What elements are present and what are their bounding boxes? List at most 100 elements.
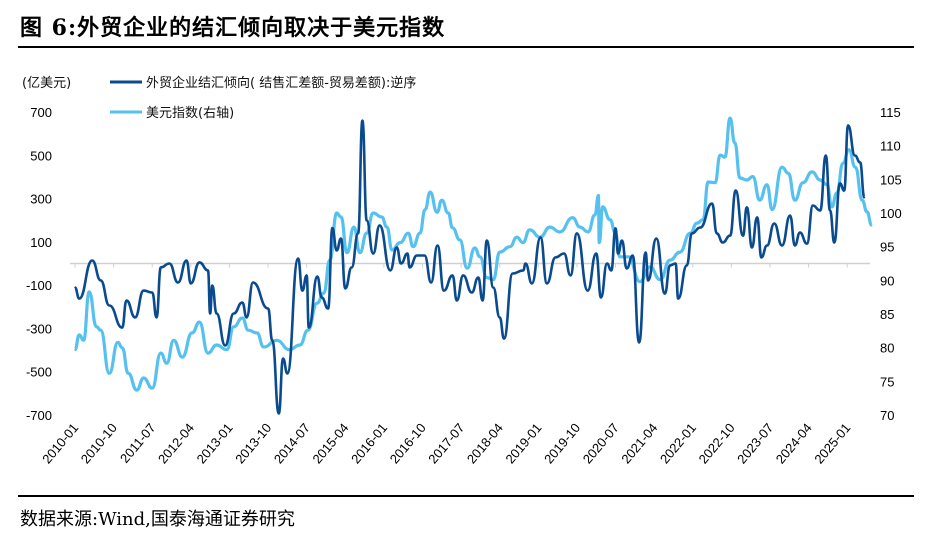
data-point-fx-settlement xyxy=(245,316,248,319)
data-point-fx-settlement xyxy=(91,259,93,262)
data-point-fx-settlement xyxy=(423,254,426,257)
data-point-dollar-index xyxy=(429,191,432,193)
legend-label-dark: 外贸企业结汇倾向( 结售汇差额-贸易差额):逆序 xyxy=(146,75,416,91)
data-point-dollar-index xyxy=(771,208,773,211)
data-point-dollar-index xyxy=(714,181,716,184)
data-point-dollar-index xyxy=(848,148,850,151)
x-tick-label: 2013-10 xyxy=(232,420,274,466)
data-point-fx-settlement xyxy=(669,264,671,267)
data-point-fx-settlement xyxy=(766,244,768,247)
data-point-dollar-index xyxy=(549,226,551,228)
data-point-fx-settlement xyxy=(734,189,737,192)
x-tick-label: 2022-01 xyxy=(657,420,699,466)
data-point-fx-settlement xyxy=(316,275,319,278)
x-tick-label: 2022-10 xyxy=(696,420,738,466)
data-point-fx-settlement xyxy=(746,206,748,209)
data-point-fx-settlement xyxy=(252,281,254,284)
data-point-fx-settlement xyxy=(344,287,347,290)
data-point-dollar-index xyxy=(758,199,761,201)
data-point-dollar-index xyxy=(181,356,184,358)
data-point-fx-settlement xyxy=(722,241,724,244)
data-point-fx-settlement xyxy=(699,226,701,229)
data-point-dollar-index xyxy=(226,348,228,351)
data-point-dollar-index xyxy=(232,326,235,328)
data-point-fx-settlement xyxy=(320,296,323,299)
data-point-fx-settlement xyxy=(185,259,188,262)
data-point-dollar-index xyxy=(441,199,443,201)
data-point-fx-settlement xyxy=(554,256,557,259)
data-point-fx-settlement xyxy=(638,341,640,344)
data-point-dollar-index xyxy=(619,255,621,258)
data-point-fx-settlement xyxy=(751,246,753,249)
data-point-dollar-index xyxy=(597,194,600,197)
data-point-dollar-index xyxy=(451,227,454,229)
data-point-dollar-index xyxy=(842,162,844,164)
chart-title: 图 6:外贸企业的结汇倾向取决于美元指数 xyxy=(20,15,446,41)
data-point-fx-settlement xyxy=(400,262,402,265)
data-point-fx-settlement xyxy=(492,286,495,289)
y-right-tick-label: 75 xyxy=(880,374,894,389)
data-point-fx-settlement xyxy=(617,252,619,255)
data-point-dollar-index xyxy=(436,211,438,214)
y-left-tick-label: 300 xyxy=(30,192,52,207)
data-point-fx-settlement xyxy=(773,222,776,225)
data-point-fx-settlement xyxy=(99,279,102,282)
data-point-fx-settlement xyxy=(190,282,192,285)
y-right-tick-label: 110 xyxy=(880,139,901,154)
data-point-dollar-index xyxy=(172,339,175,342)
data-point-dollar-index xyxy=(198,321,201,323)
data-point-fx-settlement xyxy=(406,252,409,255)
data-point-dollar-index xyxy=(866,210,868,213)
x-tick-label: 2011-07 xyxy=(117,420,159,465)
data-point-dollar-index xyxy=(509,245,511,248)
data-point-fx-settlement xyxy=(631,254,634,257)
data-point-fx-settlement xyxy=(215,312,218,315)
data-point-fx-settlement xyxy=(522,269,525,272)
data-point-fx-settlement xyxy=(462,274,465,277)
data-point-dollar-index xyxy=(598,241,600,244)
data-point-dollar-index xyxy=(166,362,168,365)
data-point-dollar-index xyxy=(587,231,589,233)
data-point-fx-settlement xyxy=(282,357,284,360)
x-tick-label: 2024-04 xyxy=(773,420,815,466)
data-point-fx-settlement xyxy=(576,232,578,235)
data-point-fx-settlement xyxy=(546,282,548,285)
data-point-fx-settlement xyxy=(408,266,411,269)
data-point-fx-settlement xyxy=(610,269,613,272)
data-point-dollar-index xyxy=(794,199,796,201)
data-point-fx-settlement xyxy=(847,124,849,127)
data-point-fx-settlement xyxy=(271,339,274,342)
data-point-dollar-index xyxy=(781,166,783,168)
left-axis-unit-label: (亿美元) xyxy=(22,76,71,91)
data-point-fx-settlement xyxy=(781,244,783,247)
x-tick-label: 2013-01 xyxy=(194,420,236,466)
data-point-dollar-index xyxy=(372,212,375,214)
data-point-fx-settlement xyxy=(430,281,432,284)
data-point-fx-settlement xyxy=(142,289,145,292)
data-point-fx-settlement xyxy=(301,289,304,292)
data-point-fx-settlement xyxy=(524,262,527,265)
data-point-dollar-index xyxy=(627,255,630,258)
data-point-dollar-index xyxy=(522,241,524,244)
data-point-fx-settlement xyxy=(691,232,693,235)
data-point-fx-settlement xyxy=(436,244,439,247)
data-point-fx-settlement xyxy=(716,232,718,235)
data-point-dollar-index xyxy=(746,179,748,181)
data-point-fx-settlement xyxy=(854,154,856,157)
data-point-fx-settlement xyxy=(211,284,214,287)
data-point-fx-settlement xyxy=(286,372,289,375)
data-point-dollar-index xyxy=(447,212,450,214)
data-point-fx-settlement xyxy=(595,252,597,255)
data-point-dollar-index xyxy=(247,329,250,332)
data-point-fx-settlement xyxy=(340,237,342,240)
data-point-fx-settlement xyxy=(806,242,808,245)
y-right-tick-label: 80 xyxy=(880,341,894,356)
data-point-dollar-index xyxy=(601,206,604,208)
data-point-fx-settlement xyxy=(486,239,488,242)
data-point-dollar-index xyxy=(811,171,813,173)
x-tick-label: 2023-07 xyxy=(734,420,776,466)
data-point-fx-settlement xyxy=(361,119,364,122)
data-point-dollar-index xyxy=(724,156,726,158)
data-point-fx-settlement xyxy=(456,299,458,302)
data-point-dollar-index xyxy=(399,241,402,244)
